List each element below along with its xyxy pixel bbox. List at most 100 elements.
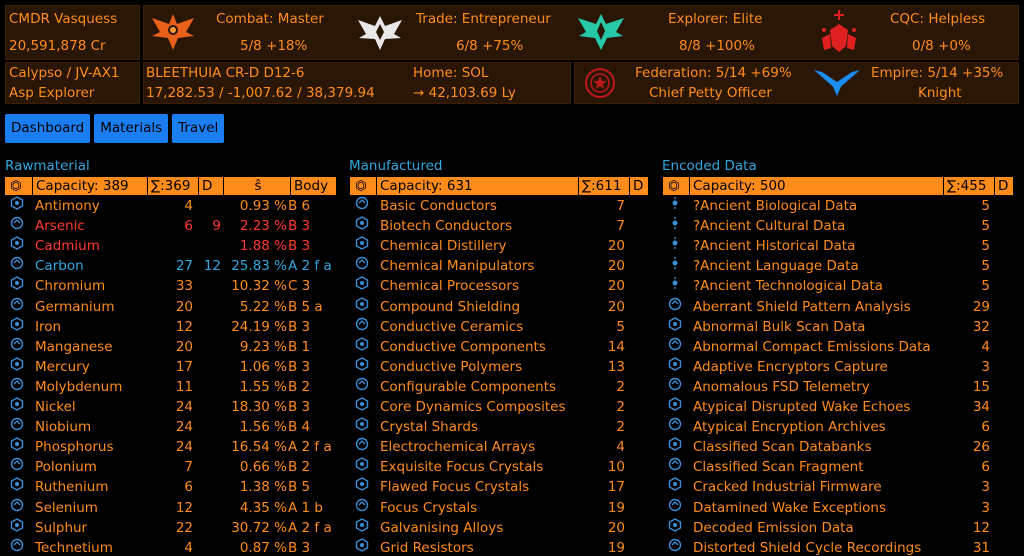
material-row[interactable]: Iron 12 24.19 % B 3 [5,316,336,337]
material-row[interactable]: Niobium 24 1.56 % B 4 [5,417,336,437]
material-row[interactable]: Decoded Emission Data 12 [663,517,1013,538]
material-row[interactable]: Abnormal Bulk Scan Data 32 [663,316,1013,337]
material-row[interactable]: Compound Shielding 20 [350,296,648,317]
material-row[interactable]: Configurable Components 2 [350,377,648,397]
material-row[interactable]: Anomalous FSD Telemetry 15 [663,377,1013,397]
material-row[interactable]: Electrochemical Arrays 4 [350,437,648,457]
material-row[interactable]: Phosphorus 24 16.54 % A 2 f a [5,437,336,457]
material-row[interactable]: Crystal Shards 2 [350,417,648,437]
material-row[interactable]: ?Ancient Historical Data 5 [663,236,1013,256]
material-row[interactable]: ?Ancient Language Data 5 [663,256,1013,276]
raw-body-column[interactable]: Body [290,177,328,195]
man-d-column[interactable]: D [629,177,643,195]
material-row[interactable]: Technetium 4 0.87 % B 3 [5,538,336,556]
material-name: Basic Conductors [380,198,497,214]
material-row[interactable]: Conductive Polymers 13 [350,356,648,377]
material-name: Datamined Wake Exceptions [693,499,887,516]
material-row[interactable]: Chromium 33 10.32 % C 3 [5,276,336,296]
material-count: 3 [981,499,990,516]
material-name: Grid Resistors [380,539,474,556]
material-name: Electrochemical Arrays [380,439,536,456]
material-count: 20 [607,519,625,536]
material-row[interactable]: Mercury 17 1.06 % B 3 [5,356,336,377]
material-name: Aberrant Shield Pattern Analysis [693,298,911,315]
material-row[interactable]: Chemical Processors 20 [350,276,648,296]
material-name: Distorted Shield Cycle Recordings [693,539,922,556]
material-icon [668,297,682,311]
raw-sum[interactable]: ∑:369 [147,177,190,195]
material-icon [355,236,369,250]
material-row[interactable]: Core Dynamics Composites 2 [350,397,648,417]
material-row[interactable]: Sulphur 22 30.72 % A 2 f a [5,517,336,538]
material-row[interactable]: Datamined Wake Exceptions 3 [663,498,1013,518]
material-row[interactable]: Selenium 12 4.35 % A 1 b [5,498,336,518]
material-row[interactable]: Distorted Shield Cycle Recordings 31 [663,538,1013,556]
guardian-data-icon [668,276,682,290]
material-row[interactable]: Ruthenium 6 1.38 % B 5 [5,477,336,497]
material-icon [10,538,24,552]
material-row[interactable]: Carbon 27 12 25.83 % A 2 f a [5,256,336,276]
material-row[interactable]: Flawed Focus Crystals 17 [350,477,648,497]
material-name: Conductive Polymers [380,358,523,375]
enc-sum[interactable]: ∑:455 [943,177,986,195]
empire-icon [814,70,860,96]
material-icon [355,537,369,552]
material-row[interactable]: Classified Scan Fragment 6 [663,457,1013,477]
raw-pct-column[interactable]: ŝ [223,177,289,195]
material-row[interactable]: Nickel 24 18.30 % B 3 [5,397,336,417]
material-icon [355,216,369,230]
material-count: 10 [607,459,625,476]
material-row[interactable]: Atypical Disrupted Wake Echoes 34 [663,397,1013,417]
material-row[interactable]: Focus Crystals 19 [350,498,648,518]
material-row[interactable]: Atypical Encryption Archives 6 [663,417,1013,437]
material-icon [10,356,24,371]
material-count: 17 [607,479,625,496]
material-row[interactable]: Chemical Distillery 20 [350,236,648,256]
material-icon [355,336,369,351]
enc-d-column[interactable]: D [994,177,1008,195]
material-row[interactable]: Cracked Industrial Firmware 3 [663,477,1013,497]
material-row[interactable]: Galvanising Alloys 20 [350,517,648,538]
material-row[interactable]: Chemical Manipulators 20 [350,256,648,276]
material-count: 20 [607,298,625,315]
material-row[interactable]: Germanium 20 5.22 % B 5 a [5,297,336,317]
material-row[interactable]: Exquisite Focus Crystals 10 [350,457,648,477]
manufactured-header: ⏣ Capacity: 631 ∑:611 D [350,177,648,195]
material-row[interactable]: Adaptive Encryptors Capture 3 [663,356,1013,377]
material-name: Classified Scan Databanks [693,439,872,456]
material-name: Carbon [35,258,84,275]
material-name: Flawed Focus Crystals [380,479,530,496]
material-row[interactable]: Aberrant Shield Pattern Analysis 29 [663,297,1013,317]
material-row[interactable]: ?Ancient Technological Data 5 [663,276,1013,296]
material-row[interactable]: Cadmium 1.88 % B 3 [5,236,336,256]
material-row[interactable]: Biotech Conductors 7 [350,216,648,236]
material-icon [10,498,24,512]
tab-travel[interactable]: Travel [172,114,225,143]
material-row[interactable]: Classified Scan Databanks 26 [663,437,1013,457]
material-row[interactable]: Molybdenum 11 1.55 % B 2 [5,377,336,397]
tab-dashboard[interactable]: Dashboard [5,114,91,143]
material-count: 4 [616,439,625,456]
material-row[interactable]: Grid Resistors 19 [350,537,648,556]
capacity-icon: ⏣ [355,178,367,194]
raw-d-column[interactable]: D [198,177,222,195]
material-count: 24 [175,439,193,456]
material-name: Atypical Encryption Archives [693,419,886,436]
material-row[interactable]: Polonium 7 0.66 % B 2 [5,457,336,477]
material-row[interactable]: Arsenic 6 9 2.23 % B 3 [5,216,336,236]
federation-rank-title: Federation: 5/14 +69% [635,65,792,81]
material-row[interactable]: ?Ancient Cultural Data 5 [663,216,1013,236]
material-percent: 1.38 % [239,479,287,496]
man-sum[interactable]: ∑:611 [578,177,621,195]
material-row[interactable]: Conductive Ceramics 5 [350,317,648,337]
tab-materials[interactable]: Materials [94,114,169,143]
material-row[interactable]: Antimony 4 0.93 % B 6 [5,196,336,216]
material-row[interactable]: Abnormal Compact Emissions Data 4 [663,337,1013,357]
material-row[interactable]: Basic Conductors 7 [350,196,648,216]
material-row[interactable]: ?Ancient Biological Data 5 [663,196,1013,216]
material-icon [668,316,682,331]
material-count: 12 [972,519,990,536]
material-body: B 1 [288,338,311,355]
material-row[interactable]: Manganese 20 9.23 % B 1 [5,337,336,357]
material-row[interactable]: Conductive Components 14 [350,336,648,357]
